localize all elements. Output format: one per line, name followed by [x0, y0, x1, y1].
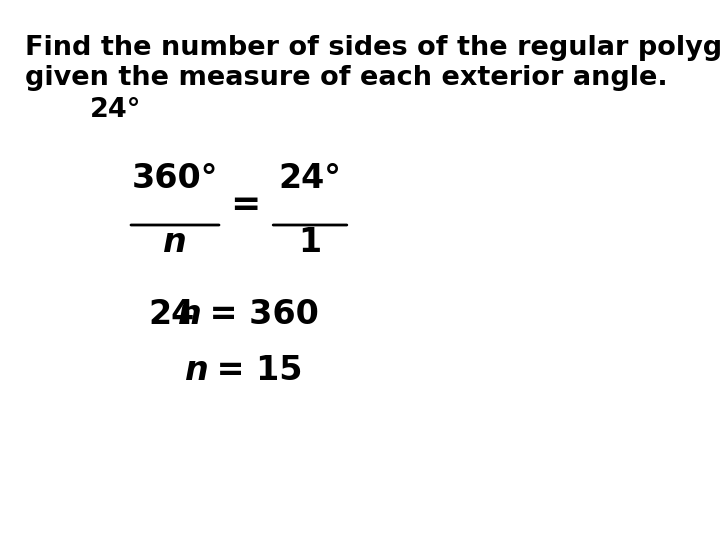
Text: = 360: = 360: [198, 299, 319, 332]
Text: given the measure of each exterior angle.: given the measure of each exterior angle…: [25, 65, 667, 91]
Text: n: n: [178, 299, 202, 332]
Text: n: n: [185, 354, 209, 387]
Text: 1: 1: [298, 226, 322, 259]
Text: 360°: 360°: [132, 162, 218, 195]
Text: =: =: [230, 187, 260, 221]
Text: 24: 24: [148, 299, 194, 332]
Text: = 15: = 15: [205, 354, 302, 387]
Text: 24°: 24°: [90, 97, 141, 123]
Text: 24°: 24°: [279, 162, 341, 195]
Text: n: n: [163, 226, 187, 259]
Text: Find the number of sides of the regular polygon: Find the number of sides of the regular …: [25, 35, 720, 61]
